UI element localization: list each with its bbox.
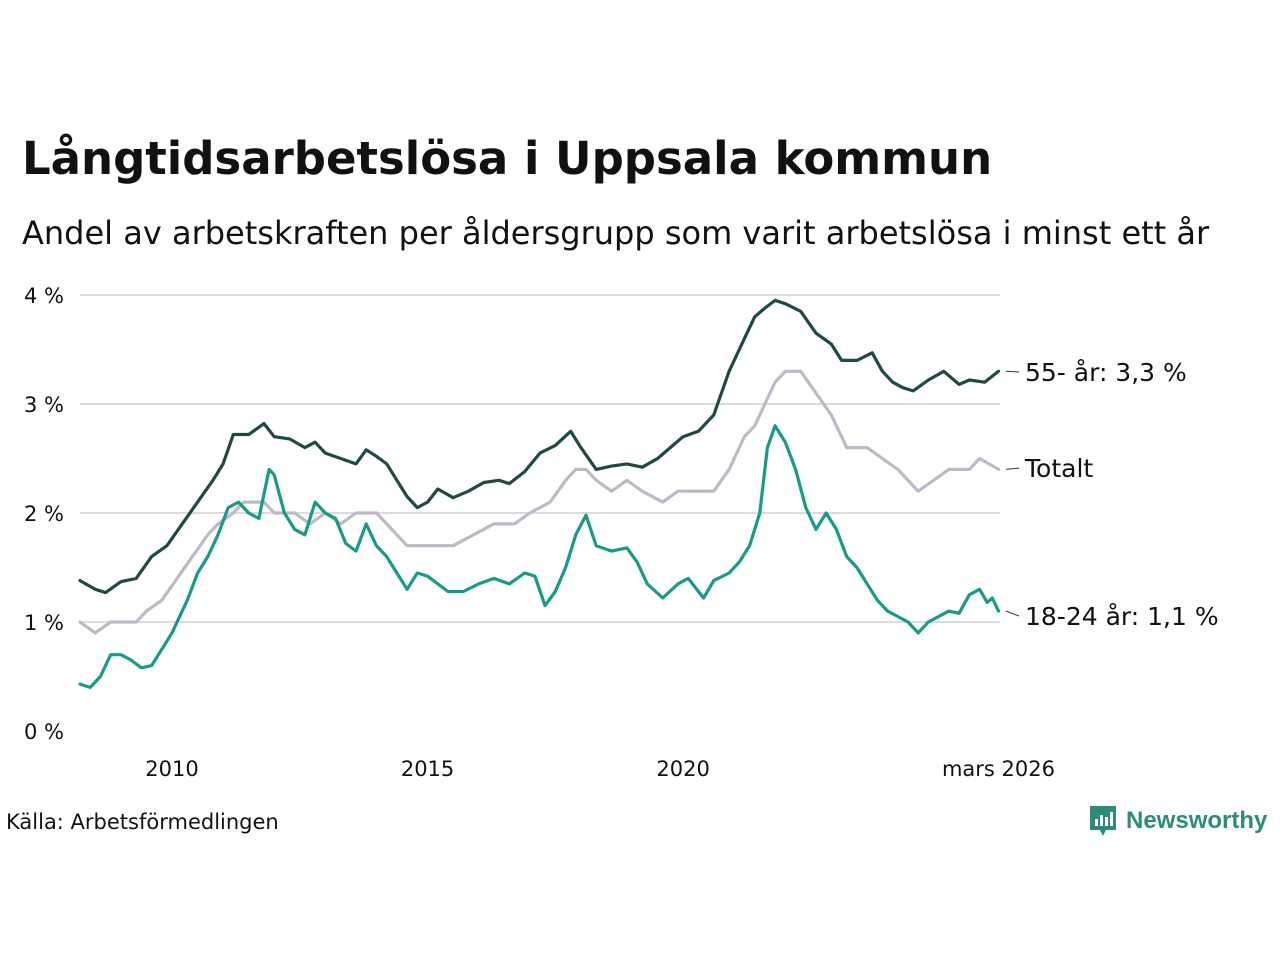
chart-subtitle: Andel av arbetskraften per åldersgrupp s…	[22, 214, 1210, 252]
series-line-total	[78, 369, 1001, 635]
y-tick-label: 4 %	[24, 284, 64, 308]
newsworthy-logo-text: Newsworthy	[1126, 807, 1268, 834]
x-tick-label: mars 2026	[942, 757, 1055, 781]
y-tick-label: 2 %	[24, 502, 64, 526]
y-tick-label: 3 %	[24, 393, 64, 417]
x-tick-label: 2020	[656, 757, 709, 781]
series-label-leader	[1005, 610, 1020, 617]
newsworthy-logo-icon	[1090, 806, 1116, 836]
series-label-leader	[1005, 370, 1020, 373]
source-note: Källa: Arbetsförmedlingen	[6, 810, 279, 834]
x-tick-label: 2010	[145, 757, 198, 781]
series-end-label: 18-24 år: 1,1 %	[1025, 602, 1219, 631]
series-line-young	[78, 424, 1001, 689]
series-label-leader	[1005, 467, 1020, 470]
x-tick-label: 2015	[401, 757, 454, 781]
series-end-label: 55- år: 3,3 %	[1025, 358, 1187, 387]
newsworthy-logo: Newsworthy	[1088, 804, 1267, 838]
y-tick-label: 0 %	[24, 720, 64, 744]
series-end-label: Totalt	[1024, 454, 1093, 483]
chart-title: Långtidsarbetslösa i Uppsala kommun	[22, 132, 993, 185]
series-line-older	[78, 298, 1001, 595]
y-tick-label: 1 %	[24, 611, 64, 635]
